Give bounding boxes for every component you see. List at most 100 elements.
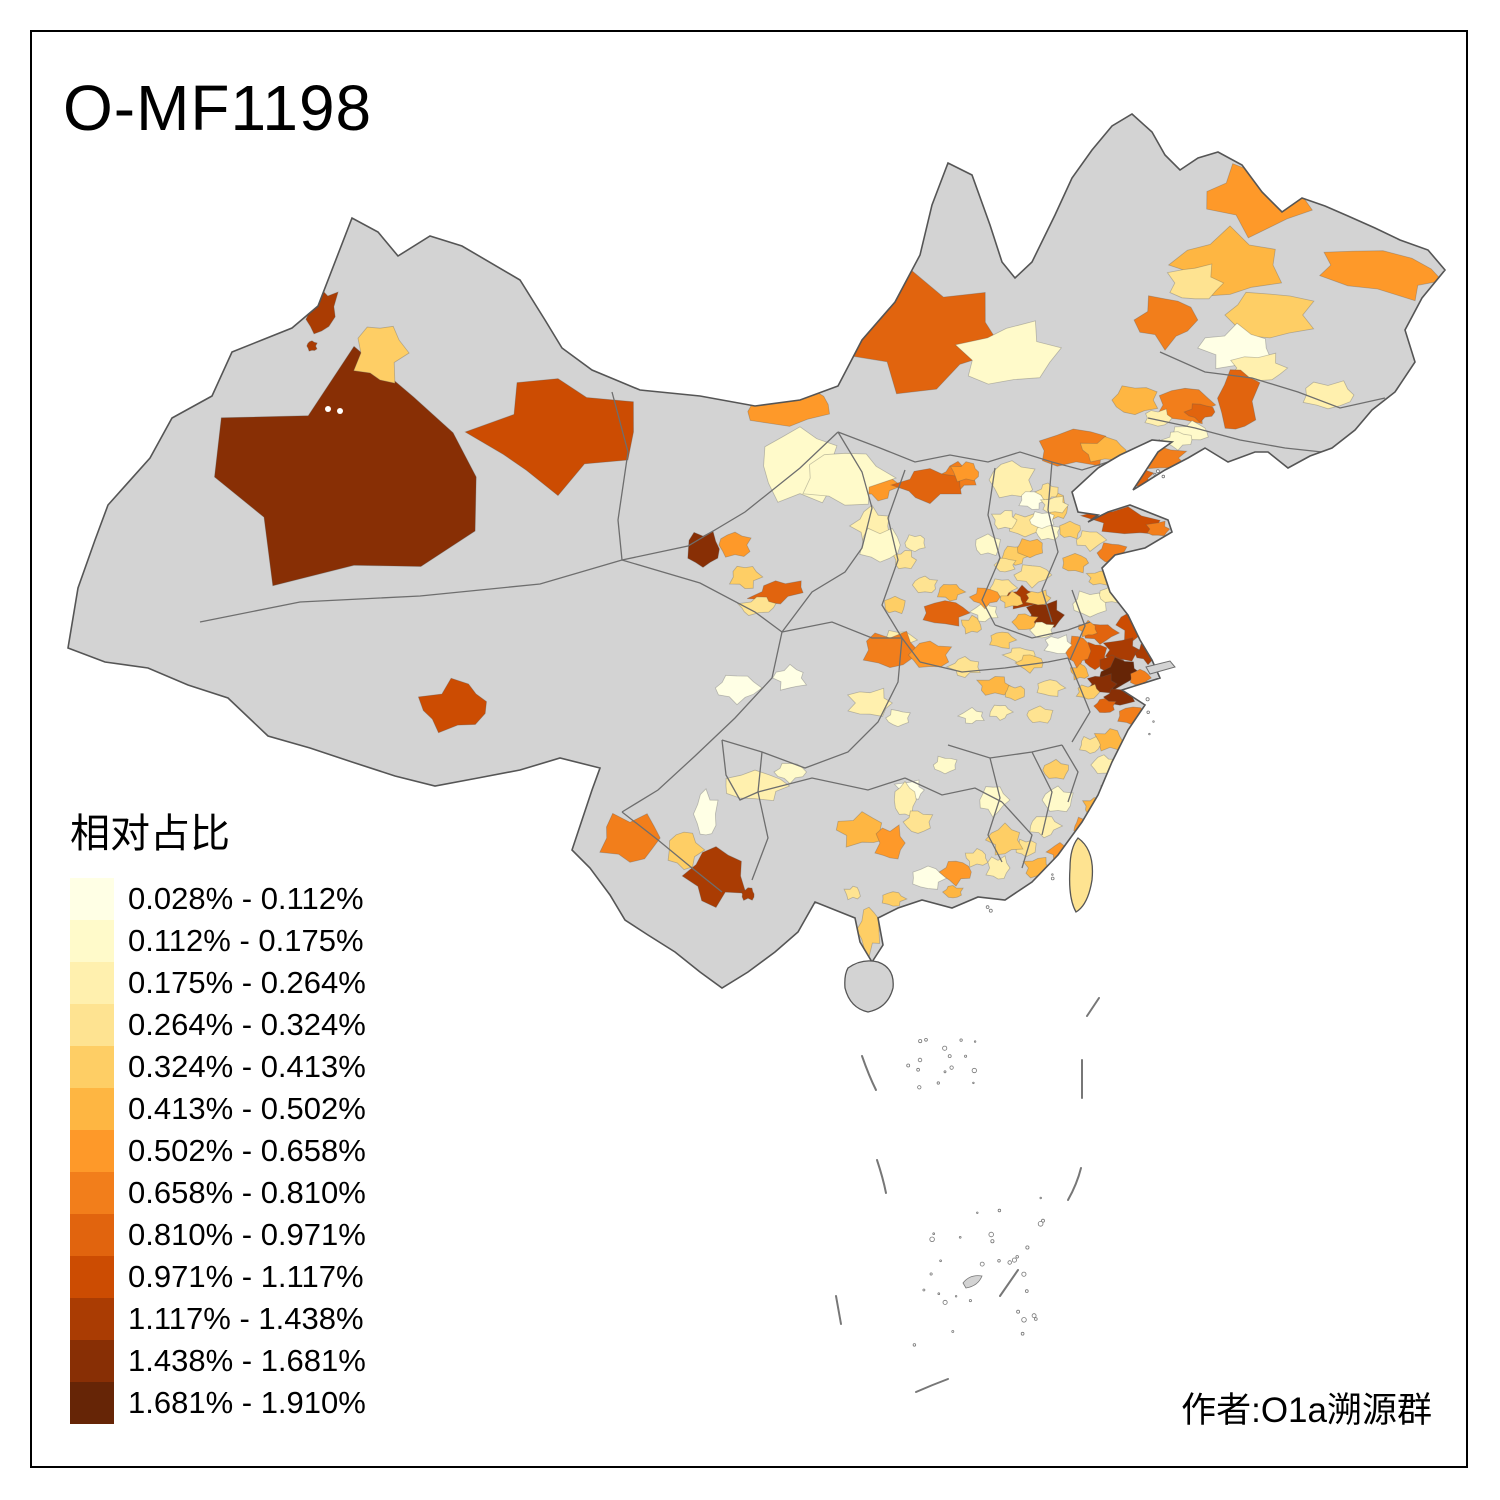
prefecture-region: [984, 822, 1024, 856]
hainan-island: [844, 960, 894, 1013]
legend-swatch: [70, 1130, 114, 1172]
prefecture-region: [964, 848, 989, 868]
prefecture-region: [881, 891, 908, 907]
legend-item: 0.175% - 0.264%: [70, 962, 366, 1004]
prefecture-region: [1033, 482, 1059, 503]
prefecture-region: [1077, 619, 1098, 638]
prefecture-region: [1043, 634, 1073, 654]
prefecture-region: [960, 614, 982, 635]
legend: 相对占比 0.028% - 0.112% 0.112% - 0.175% 0.175…: [70, 812, 366, 1424]
prefecture-region: [214, 345, 477, 587]
legend-item: 1.681% - 1.910%: [70, 1382, 366, 1424]
prefecture-region: [922, 600, 971, 627]
legend-label: 0.175% - 0.264%: [128, 965, 366, 1000]
legend-label: 1.438% - 1.681%: [128, 1343, 366, 1378]
prefecture-region: [1004, 684, 1026, 702]
prefecture-region: [989, 631, 1018, 649]
prefecture-region: [936, 584, 967, 602]
prefecture-region: [932, 755, 958, 775]
legend-item: 0.502% - 0.658%: [70, 1130, 366, 1172]
legend-swatch: [70, 1172, 114, 1214]
prefecture-region: [904, 534, 926, 553]
prefecture-region: [884, 595, 906, 615]
prefecture-region: [835, 811, 888, 848]
prefecture-region: [739, 887, 755, 901]
legend-swatch: [70, 1214, 114, 1256]
legend-swatch: [70, 920, 114, 962]
prefecture-region: [945, 656, 981, 678]
prefecture-region: [999, 590, 1024, 609]
prefecture-region: [993, 557, 1017, 573]
prefecture-region: [902, 810, 934, 834]
legend-swatch: [70, 1256, 114, 1298]
legend-swatch: [70, 1298, 114, 1340]
prefecture-region: [990, 510, 1018, 530]
province-borders: [199, 351, 1386, 893]
prefecture-region: [1029, 816, 1064, 839]
prefecture-region: [846, 687, 893, 717]
prefecture-region: [956, 707, 985, 725]
prefecture-region: [1059, 520, 1081, 540]
prefecture-region: [1016, 538, 1044, 559]
prefecture-region: [728, 565, 764, 590]
legend-title: 相对占比: [70, 812, 230, 856]
prefecture-region: [874, 824, 906, 860]
prefecture-region: [911, 575, 939, 594]
prefecture-region: [1166, 263, 1225, 300]
prefecture-region: [968, 587, 1001, 610]
legend-swatch: [70, 1046, 114, 1088]
prefecture-region: [718, 531, 752, 558]
lake: [325, 406, 331, 412]
legend-label: 0.028% - 0.112%: [128, 881, 364, 916]
prefecture-region: [1160, 431, 1193, 451]
sea-boundary-dashes: [835, 997, 1100, 1393]
legend-item: 1.117% - 1.438%: [70, 1298, 366, 1340]
prefecture-region: [1042, 758, 1069, 780]
prefecture-region: [1036, 679, 1067, 697]
legend-label: 1.681% - 1.910%: [128, 1385, 366, 1420]
legend-item: 0.658% - 0.810%: [70, 1172, 366, 1214]
prefecture-region: [1062, 552, 1090, 574]
prefecture-region: [1078, 735, 1101, 754]
prefecture-region: [1167, 225, 1283, 297]
legend-label: 0.112% - 0.175%: [128, 923, 364, 958]
prefecture-region: [843, 885, 861, 901]
prefecture-region: [725, 769, 791, 802]
prefecture-region: [693, 788, 719, 836]
page-title: O-MF1198: [63, 72, 373, 144]
prefecture-region: [1217, 369, 1261, 430]
legend-label: 0.971% - 1.117%: [128, 1259, 364, 1294]
prefecture-region: [417, 677, 487, 734]
legend-item: 0.971% - 1.117%: [70, 1256, 366, 1298]
legend-swatch: [70, 1088, 114, 1130]
legend-item: 0.413% - 0.502%: [70, 1088, 366, 1130]
island-specks: [906, 469, 1165, 1347]
legend-items: 0.028% - 0.112% 0.112% - 0.175% 0.175% - 0…: [70, 878, 366, 1424]
prefecture-region: [599, 812, 661, 863]
prefecture-region: [941, 885, 964, 899]
prefecture-region: [1013, 564, 1053, 589]
legend-swatch: [70, 1382, 114, 1424]
legend-label: 0.324% - 0.413%: [128, 1049, 366, 1084]
prefecture-region: [949, 461, 980, 483]
prefecture-region: [1041, 785, 1074, 813]
legend-swatch: [70, 878, 114, 920]
prefecture-region: [1093, 698, 1117, 714]
prefecture-region: [1075, 530, 1108, 553]
legend-swatch: [70, 1340, 114, 1382]
prefecture-region: [889, 468, 962, 505]
legend-item: 0.264% - 0.324%: [70, 1004, 366, 1046]
legend-label: 0.658% - 0.810%: [128, 1175, 366, 1210]
legend-label: 0.810% - 0.971%: [128, 1217, 366, 1252]
prefecture-region: [885, 709, 911, 728]
legend-swatch: [70, 1004, 114, 1046]
prefecture-region: [1025, 599, 1066, 628]
prefecture-region: [773, 762, 808, 785]
legend-item: 0.324% - 0.413%: [70, 1046, 366, 1088]
prefecture-region: [464, 378, 634, 497]
prefecture-region: [892, 550, 918, 570]
prefecture-region: [1117, 748, 1143, 765]
prefecture-region: [1073, 816, 1099, 836]
prefecture-region: [1318, 250, 1443, 302]
